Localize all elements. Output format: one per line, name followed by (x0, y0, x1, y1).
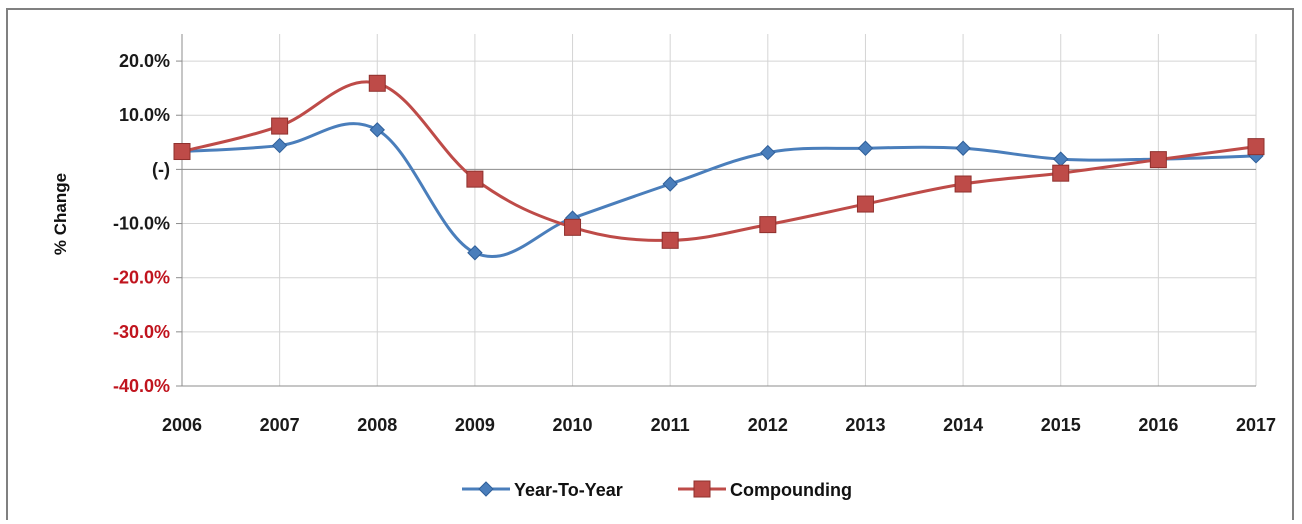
data-point-marker (759, 216, 777, 234)
legend-item: Year-To-Year (462, 480, 623, 500)
data-point-marker (467, 245, 483, 261)
x-tick-labels: 2006 2007 2008 2009 2010 2011 2012 2013 2014 2015… (162, 415, 1276, 435)
series-lines (173, 74, 1265, 261)
data-point-marker (760, 144, 776, 161)
series-year-to-year (174, 122, 1264, 261)
series-compounding (173, 74, 1265, 249)
data-point-marker (1053, 151, 1069, 167)
x-tick-label: 2008 (357, 415, 397, 435)
y-axis-title: % Change (51, 173, 70, 255)
x-tick-label: 2016 (1138, 415, 1178, 435)
legend-marker (693, 480, 711, 498)
legend-label: Year-To-Year (514, 480, 623, 500)
legend-item: Compounding (678, 480, 852, 500)
y-tick-label: -20.0% (113, 268, 170, 288)
data-point-marker (1247, 138, 1265, 156)
data-point-marker (271, 117, 289, 135)
data-point-marker (564, 218, 582, 236)
y-tick-label: -10.0% (113, 214, 170, 234)
data-point-marker (857, 140, 874, 156)
data-point-marker (1052, 164, 1070, 182)
x-tick-label: 2014 (943, 415, 983, 435)
y-tick-label: -40.0% (113, 376, 170, 396)
x-tick-label: 2009 (455, 415, 495, 435)
x-tick-label: 2006 (162, 415, 202, 435)
y-tick-label: 20.0% (119, 51, 170, 71)
axes (176, 34, 1256, 387)
data-point-marker (955, 140, 971, 156)
x-tick-label: 2017 (1236, 415, 1276, 435)
x-tick-label: 2007 (260, 415, 300, 435)
y-tick-labels: 20.0% 10.0% (-) -10.0% -20.0% -30.0% -40.0% (113, 51, 170, 396)
legend-marker (478, 481, 494, 497)
x-tick-label: 2013 (845, 415, 885, 435)
y-tick-label: -30.0% (113, 322, 170, 342)
data-point-marker (368, 74, 386, 92)
x-tick-label: 2015 (1041, 415, 1081, 435)
x-tick-label: 2010 (553, 415, 593, 435)
data-point-marker (954, 175, 972, 193)
data-point-marker (662, 176, 678, 192)
chart-frame (6, 8, 1294, 520)
data-point-marker (173, 143, 191, 161)
data-point-marker (1149, 151, 1167, 169)
legend-label: Compounding (730, 480, 852, 500)
legend: Year-To-Year Compounding (462, 480, 852, 500)
y-tick-label: 10.0% (119, 105, 170, 125)
data-point-marker (661, 231, 679, 249)
data-point-marker (466, 170, 484, 188)
x-tick-label: 2011 (651, 415, 690, 435)
data-point-marker (271, 137, 288, 154)
series-line (181, 122, 1257, 259)
data-point-marker (856, 195, 874, 213)
data-point-marker (369, 122, 385, 138)
x-tick-label: 2012 (748, 415, 788, 435)
y-tick-label: (-) (152, 159, 170, 179)
